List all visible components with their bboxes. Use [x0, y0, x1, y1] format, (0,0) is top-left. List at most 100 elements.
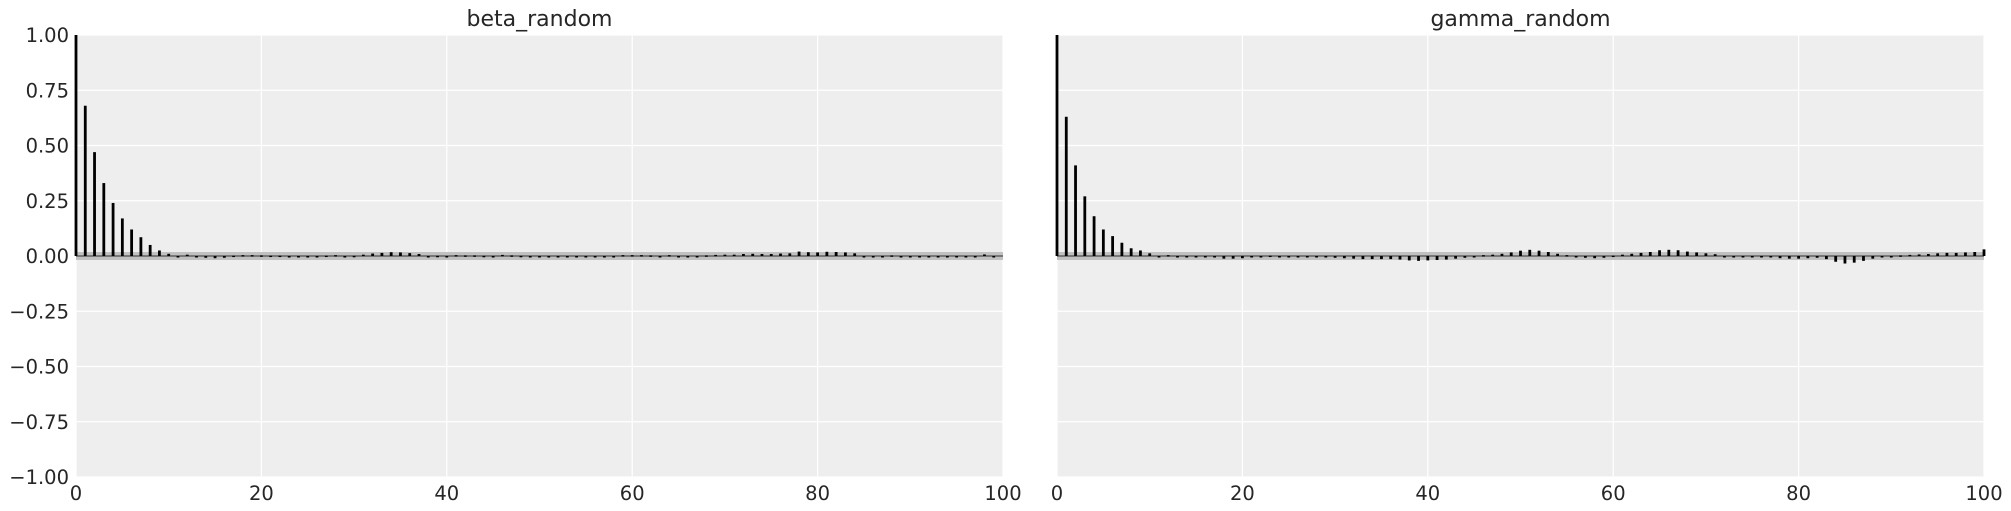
- acf-bar: [1667, 249, 1671, 256]
- acf-bar: [1639, 252, 1643, 256]
- acf-bar: [74, 35, 78, 256]
- acf-bar: [1825, 256, 1828, 260]
- acf-bar: [1630, 253, 1634, 256]
- acf-bar: [1750, 256, 1754, 258]
- acf-bar: [389, 252, 393, 256]
- acf-bar: [1491, 254, 1495, 257]
- acf-bar: [176, 256, 180, 258]
- acf-bar: [1129, 248, 1133, 256]
- acf-bar: [890, 255, 894, 257]
- acf-bar: [1815, 256, 1819, 258]
- acf-bar: [899, 256, 903, 258]
- acf-bar: [1602, 256, 1606, 258]
- acf-bar: [343, 256, 347, 258]
- acf-bar: [491, 256, 495, 258]
- acf-bar: [1583, 256, 1587, 258]
- acf-bar: [1278, 256, 1281, 258]
- acf-bar: [1407, 256, 1411, 261]
- acf-bar: [1797, 256, 1800, 259]
- acf-bar: [602, 256, 606, 258]
- acf-bar: [779, 253, 782, 256]
- x-tick-label: 0: [1051, 482, 1063, 505]
- acf-bar: [1454, 256, 1458, 259]
- acf-bar: [528, 256, 532, 258]
- acf-bar: [621, 255, 625, 257]
- acf-bar: [93, 152, 96, 256]
- acf-bar: [1092, 216, 1096, 256]
- acf-bar: [445, 256, 449, 258]
- acf-bar: [788, 253, 792, 256]
- y-tick-label: −0.25: [9, 300, 69, 323]
- x-tick-label: 60: [620, 482, 645, 505]
- acf-bar: [269, 255, 273, 258]
- acf-bar: [918, 256, 921, 258]
- acf-bar: [695, 256, 699, 258]
- acf-bar: [1139, 250, 1142, 256]
- x-tick-label: 20: [1230, 482, 1255, 505]
- acf-bar: [1444, 256, 1448, 260]
- x-tick-label: 40: [1415, 482, 1440, 505]
- acf-bar: [250, 255, 254, 257]
- y-tick-label: −0.50: [9, 356, 69, 379]
- acf-bar: [816, 252, 819, 256]
- y-tick-label: 1.00: [26, 24, 69, 47]
- acf-bar: [1565, 255, 1569, 257]
- acf-bar: [658, 256, 662, 258]
- acf-bar: [297, 256, 300, 258]
- acf-bar: [1685, 251, 1689, 256]
- acf-bar: [723, 254, 727, 257]
- acf-bar: [1380, 256, 1383, 260]
- acf-bar: [1546, 252, 1550, 256]
- acf-bar: [1361, 256, 1365, 260]
- y-tick-label: 0.50: [26, 135, 69, 158]
- x-tick-label: 100: [1965, 482, 2002, 505]
- acf-bar: [130, 229, 134, 256]
- acf-bar: [1658, 250, 1661, 256]
- acf-bar: [102, 183, 106, 256]
- acf-bar: [1871, 256, 1875, 259]
- acf-bar: [1732, 256, 1736, 258]
- acf-bar: [1648, 252, 1652, 256]
- acf-bar: [1176, 256, 1179, 258]
- acf-bar: [714, 254, 718, 257]
- acf-bar: [1064, 116, 1068, 257]
- acf-bar: [1370, 256, 1374, 260]
- acf-bar: [426, 256, 430, 258]
- acf-bar: [1889, 256, 1893, 258]
- x-tick-label: 60: [1601, 482, 1626, 505]
- acf-bar: [565, 256, 569, 258]
- acf-bar: [1704, 253, 1708, 256]
- acf-bar: [1250, 256, 1254, 258]
- acf-bar: [287, 256, 291, 258]
- acf-bar: [315, 256, 319, 258]
- acf-panel-1: gamma_random 0 20 40 60 80 100: [1051, 7, 2003, 505]
- acf-bar: [806, 252, 810, 256]
- acf-bar: [612, 256, 616, 258]
- acf-bar: [1426, 256, 1430, 261]
- acf-bar: [232, 255, 235, 258]
- acf-bar: [1157, 256, 1161, 258]
- acf-bar: [417, 254, 421, 256]
- acf-bar: [1305, 256, 1309, 258]
- acf-panel-0: beta_random 0 20 40 60 80 100 1.00 0.75 0.50 0.25 0…: [9, 7, 1021, 505]
- acf-bar: [547, 256, 551, 258]
- acf-bar: [510, 255, 514, 257]
- acf-bar: [1472, 256, 1476, 258]
- acf-bar: [1778, 256, 1782, 259]
- acf-bar: [1973, 252, 1977, 256]
- acf-bar: [1834, 256, 1838, 262]
- acf-bar: [1185, 256, 1189, 258]
- acf-bar: [185, 254, 189, 257]
- acf-bar: [324, 255, 328, 258]
- acf-bar: [158, 250, 161, 256]
- acf-bar: [797, 251, 801, 256]
- x-tick-label: 80: [1786, 482, 1811, 505]
- acf-bar: [213, 256, 217, 259]
- acf-bar: [1917, 254, 1921, 256]
- acf-bar: [1769, 256, 1773, 258]
- acf-bar: [1695, 252, 1699, 256]
- y-tick-label: 0.75: [26, 79, 69, 102]
- acf-bar: [751, 253, 755, 256]
- acf-bar: [732, 254, 736, 257]
